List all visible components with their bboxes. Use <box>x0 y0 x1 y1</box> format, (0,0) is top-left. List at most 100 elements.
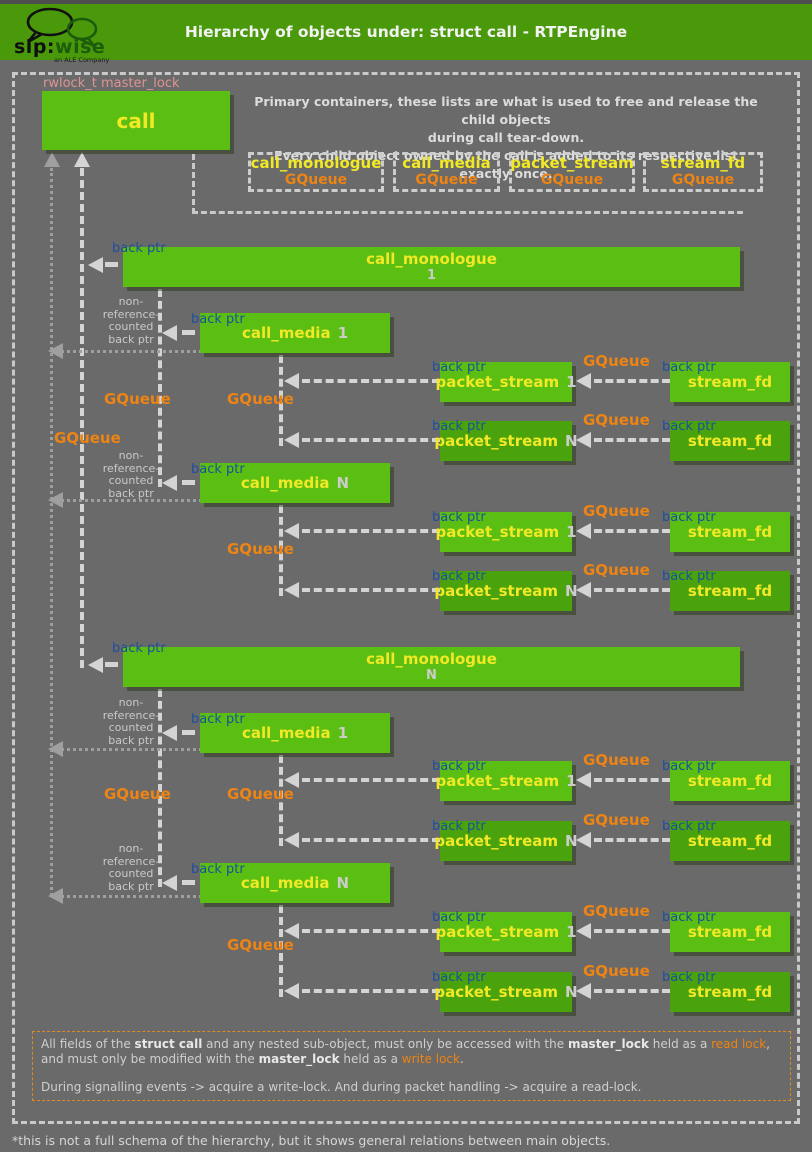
line-nonref-backptr-rail <box>50 168 53 896</box>
sipwise-logo: sip:wise an ALE Company <box>12 6 132 64</box>
line-backptr-streamfd <box>594 438 670 442</box>
notes-line-2: and must only be modified with the maste… <box>41 1052 464 1066</box>
line-backptr-packet <box>302 588 440 592</box>
back-ptr-label: back ptr <box>112 641 166 656</box>
gqueue-label: GQueue <box>54 429 121 447</box>
page-title: Hierarchy of objects under: struct call … <box>184 23 628 41</box>
arrow-left-icon <box>576 923 591 939</box>
line-backptr-streamfd <box>594 778 670 782</box>
arrow-left-icon <box>284 832 299 848</box>
box-stream-fd: stream_fd <box>670 972 790 1012</box>
back-ptr-label: back ptr <box>662 819 716 834</box>
speech-bubbles-icon <box>26 7 98 48</box>
gqueue-label: GQueue <box>227 390 294 408</box>
gqueue-label: GQueue <box>583 561 650 579</box>
list-box-call-monologue: call_monologue GQueue <box>248 152 384 192</box>
arrow-left-icon <box>284 923 299 939</box>
arrow-left-icon <box>284 983 299 999</box>
arrow-left-icon <box>88 657 103 673</box>
intro-line-3: Every child object owned by the call is … <box>273 148 739 181</box>
line-backptr-packet <box>302 929 440 933</box>
box-stream-fd: stream_fd <box>670 512 790 552</box>
arrow-left-icon <box>284 772 299 788</box>
back-ptr-label: back ptr <box>191 462 245 477</box>
arrow-left-icon <box>576 772 591 788</box>
locking-notes: All fields of the struct call and any ne… <box>32 1031 791 1101</box>
gqueue-label: GQueue <box>583 411 650 429</box>
arrow-up-icon <box>74 152 90 167</box>
line-gqueue-monologues <box>80 168 84 668</box>
back-ptr-label: back ptr <box>191 862 245 877</box>
non-ref-backptr-note: non- reference- counted back ptr <box>102 295 160 346</box>
arrow-left-icon <box>576 832 591 848</box>
arrow-left-icon <box>48 888 63 904</box>
box-call-monologue-1: call_monologue 1 <box>123 247 740 287</box>
arrow-left-icon <box>284 373 299 389</box>
line-backptr-packet <box>302 379 440 383</box>
gqueue-label: GQueue <box>104 785 171 803</box>
top-border-strip <box>0 0 812 4</box>
gqueue-label: GQueue <box>583 962 650 980</box>
box-stream-fd: stream_fd <box>670 362 790 402</box>
back-ptr-label: back ptr <box>432 360 486 375</box>
back-ptr-label: back ptr <box>662 510 716 525</box>
line-gqueue-packets <box>279 505 283 596</box>
intro-line-2: during call tear-down. <box>427 130 585 145</box>
footer-note: *this is not a full schema of the hierar… <box>12 1133 611 1148</box>
line-nonref-branch <box>56 748 202 751</box>
arrow-left-icon <box>88 257 103 273</box>
gqueue-label: GQueue <box>583 751 650 769</box>
diagram-outer-border <box>12 72 800 1124</box>
arrow-dash <box>182 730 195 735</box>
gqueue-label: GQueue <box>583 811 650 829</box>
arrow-dash <box>182 330 195 335</box>
non-ref-backptr-note: non- reference- counted back ptr <box>102 842 160 893</box>
line-nonref-branch <box>56 499 202 502</box>
box-packet-stream-n: packet_stream N <box>434 571 578 611</box>
gqueue-label: GQueue <box>227 540 294 558</box>
box-packet-stream-1: packet_stream 1 <box>435 761 577 801</box>
arrow-dash <box>105 262 118 267</box>
back-ptr-label: back ptr <box>432 819 486 834</box>
back-ptr-label: back ptr <box>191 312 245 327</box>
back-ptr-label: back ptr <box>662 970 716 985</box>
list-box-packet-stream: packet_stream GQueue <box>509 152 635 192</box>
arrow-left-icon <box>162 875 177 891</box>
box-packet-stream-n: packet_stream N <box>434 821 578 861</box>
box-stream-fd: stream_fd <box>670 761 790 801</box>
non-ref-backptr-note: non- reference- counted back ptr <box>102 449 160 500</box>
line-gqueue-packets <box>279 355 283 446</box>
arrow-left-icon <box>284 523 299 539</box>
box-stream-fd: stream_fd <box>670 571 790 611</box>
line-nonref-branch <box>56 350 202 353</box>
box-stream-fd: stream_fd <box>670 421 790 461</box>
notes-line-3: During signalling events -> acquire a wr… <box>41 1080 642 1094</box>
arrow-dash <box>105 662 118 667</box>
logo-wordmark: sip:wise <box>14 36 106 58</box>
list-box-call-media: call_media GQueue <box>393 152 500 192</box>
line-backptr-streamfd <box>594 929 670 933</box>
arrow-dash <box>182 480 195 485</box>
back-ptr-label: back ptr <box>432 970 486 985</box>
gqueue-label: GQueue <box>104 390 171 408</box>
box-packet-stream-1: packet_stream 1 <box>435 362 577 402</box>
box-stream-fd: stream_fd <box>670 821 790 861</box>
box-call: call <box>42 91 230 150</box>
gqueue-label: GQueue <box>227 936 294 954</box>
header-bar: Hierarchy of objects under: struct call … <box>0 4 812 60</box>
arrow-left-icon <box>48 492 63 508</box>
gqueue-label: GQueue <box>583 352 650 370</box>
back-ptr-label: back ptr <box>432 569 486 584</box>
line-backptr-packet <box>302 529 440 533</box>
arrow-left-icon <box>576 582 591 598</box>
arrow-left-icon <box>48 741 63 757</box>
line-backptr-packet <box>302 778 440 782</box>
arrow-left-icon <box>284 582 299 598</box>
list-box-stream-fd: stream_fd GQueue <box>643 152 763 192</box>
arrow-left-icon <box>162 725 177 741</box>
back-ptr-label: back ptr <box>662 360 716 375</box>
line-backptr-streamfd <box>594 588 670 592</box>
box-packet-stream-1: packet_stream 1 <box>435 512 577 552</box>
line-backptr-streamfd <box>594 529 670 533</box>
